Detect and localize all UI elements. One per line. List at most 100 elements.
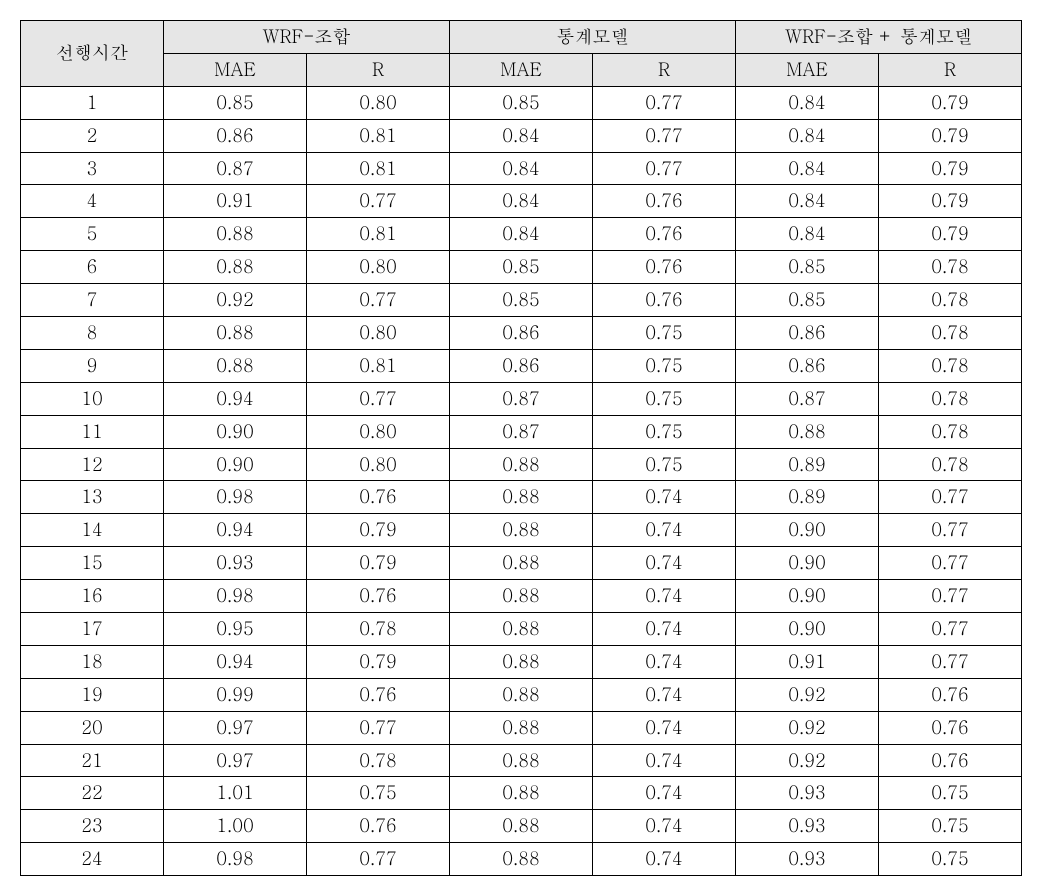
- value-cell: 0.77: [879, 514, 1022, 547]
- value-cell: 0.74: [593, 777, 736, 810]
- value-cell: 0.88: [450, 744, 593, 777]
- table-row: 40.910.770.840.760.840.79: [21, 185, 1022, 218]
- value-cell: 1.00: [164, 810, 307, 843]
- value-cell: 0.79: [307, 514, 450, 547]
- value-cell: 0.84: [450, 119, 593, 152]
- value-cell: 0.98: [164, 580, 307, 613]
- value-cell: 0.97: [164, 744, 307, 777]
- value-cell: 0.97: [164, 711, 307, 744]
- value-cell: 0.84: [736, 152, 879, 185]
- value-cell: 0.77: [593, 119, 736, 152]
- value-cell: 0.89: [736, 481, 879, 514]
- value-cell: 0.80: [307, 251, 450, 284]
- lead-time-cell: 19: [21, 678, 164, 711]
- group-header: WRF-조합: [164, 21, 450, 54]
- value-cell: 0.93: [164, 547, 307, 580]
- value-cell: 0.77: [307, 284, 450, 317]
- value-cell: 0.77: [307, 185, 450, 218]
- table-row: 140.940.790.880.740.900.77: [21, 514, 1022, 547]
- value-cell: 0.77: [307, 382, 450, 415]
- value-cell: 0.80: [307, 86, 450, 119]
- value-cell: 0.88: [450, 711, 593, 744]
- value-cell: 0.76: [879, 711, 1022, 744]
- value-cell: 0.74: [593, 613, 736, 646]
- value-cell: 0.74: [593, 514, 736, 547]
- lead-time-cell: 18: [21, 645, 164, 678]
- value-cell: 0.90: [736, 613, 879, 646]
- lead-time-cell: 16: [21, 580, 164, 613]
- value-cell: 0.86: [164, 119, 307, 152]
- lead-time-cell: 22: [21, 777, 164, 810]
- value-cell: 0.84: [450, 185, 593, 218]
- value-cell: 0.75: [307, 777, 450, 810]
- value-cell: 0.75: [879, 843, 1022, 876]
- value-cell: 0.85: [450, 251, 593, 284]
- value-cell: 0.90: [736, 547, 879, 580]
- value-cell: 0.94: [164, 382, 307, 415]
- value-cell: 0.90: [164, 415, 307, 448]
- lead-time-cell: 14: [21, 514, 164, 547]
- value-cell: 0.75: [593, 317, 736, 350]
- value-cell: 0.76: [307, 580, 450, 613]
- table-row: 160.980.760.880.740.900.77: [21, 580, 1022, 613]
- value-cell: 0.84: [736, 86, 879, 119]
- sub-header-r: R: [307, 53, 450, 86]
- value-cell: 0.88: [450, 843, 593, 876]
- lead-time-cell: 15: [21, 547, 164, 580]
- value-cell: 0.88: [450, 448, 593, 481]
- table-row: 110.900.800.870.750.880.78: [21, 415, 1022, 448]
- value-cell: 0.77: [307, 711, 450, 744]
- value-cell: 0.75: [879, 777, 1022, 810]
- lead-time-cell: 9: [21, 349, 164, 382]
- value-cell: 0.76: [593, 185, 736, 218]
- value-cell: 0.76: [593, 218, 736, 251]
- table-row: 130.980.760.880.740.890.77: [21, 481, 1022, 514]
- value-cell: 0.93: [736, 777, 879, 810]
- table-row: 200.970.770.880.740.920.76: [21, 711, 1022, 744]
- lead-time-header: 선행시간: [21, 21, 164, 87]
- value-cell: 0.91: [164, 185, 307, 218]
- value-cell: 0.78: [879, 382, 1022, 415]
- value-cell: 0.94: [164, 514, 307, 547]
- value-cell: 0.74: [593, 645, 736, 678]
- value-cell: 0.79: [879, 218, 1022, 251]
- value-cell: 0.76: [593, 284, 736, 317]
- value-cell: 0.88: [450, 810, 593, 843]
- value-cell: 0.87: [736, 382, 879, 415]
- lead-time-cell: 23: [21, 810, 164, 843]
- value-cell: 0.77: [879, 613, 1022, 646]
- value-cell: 0.75: [593, 382, 736, 415]
- value-cell: 0.86: [736, 317, 879, 350]
- value-cell: 0.84: [736, 119, 879, 152]
- comparison-table: 선행시간 WRF-조합 통계모델 WRF-조합 + 통계모델 MAE R MAE…: [20, 20, 1022, 876]
- table-row: 10.850.800.850.770.840.79: [21, 86, 1022, 119]
- value-cell: 0.74: [593, 678, 736, 711]
- lead-time-cell: 2: [21, 119, 164, 152]
- lead-time-cell: 11: [21, 415, 164, 448]
- value-cell: 0.79: [879, 185, 1022, 218]
- value-cell: 0.75: [593, 448, 736, 481]
- table-row: 30.870.810.840.770.840.79: [21, 152, 1022, 185]
- value-cell: 0.74: [593, 744, 736, 777]
- value-cell: 0.88: [164, 251, 307, 284]
- table-row: 210.970.780.880.740.920.76: [21, 744, 1022, 777]
- value-cell: 0.98: [164, 481, 307, 514]
- lead-time-cell: 20: [21, 711, 164, 744]
- value-cell: 0.81: [307, 152, 450, 185]
- lead-time-cell: 3: [21, 152, 164, 185]
- sub-header-mae: MAE: [164, 53, 307, 86]
- value-cell: 0.78: [307, 613, 450, 646]
- table-row: 221.010.750.880.740.930.75: [21, 777, 1022, 810]
- value-cell: 0.98: [164, 843, 307, 876]
- value-cell: 0.78: [879, 448, 1022, 481]
- value-cell: 0.93: [736, 843, 879, 876]
- value-cell: 0.78: [307, 744, 450, 777]
- value-cell: 0.75: [593, 415, 736, 448]
- value-cell: 0.88: [450, 678, 593, 711]
- value-cell: 0.84: [736, 218, 879, 251]
- value-cell: 0.74: [593, 481, 736, 514]
- value-cell: 0.78: [879, 349, 1022, 382]
- value-cell: 0.88: [450, 547, 593, 580]
- lead-time-cell: 6: [21, 251, 164, 284]
- value-cell: 0.79: [307, 547, 450, 580]
